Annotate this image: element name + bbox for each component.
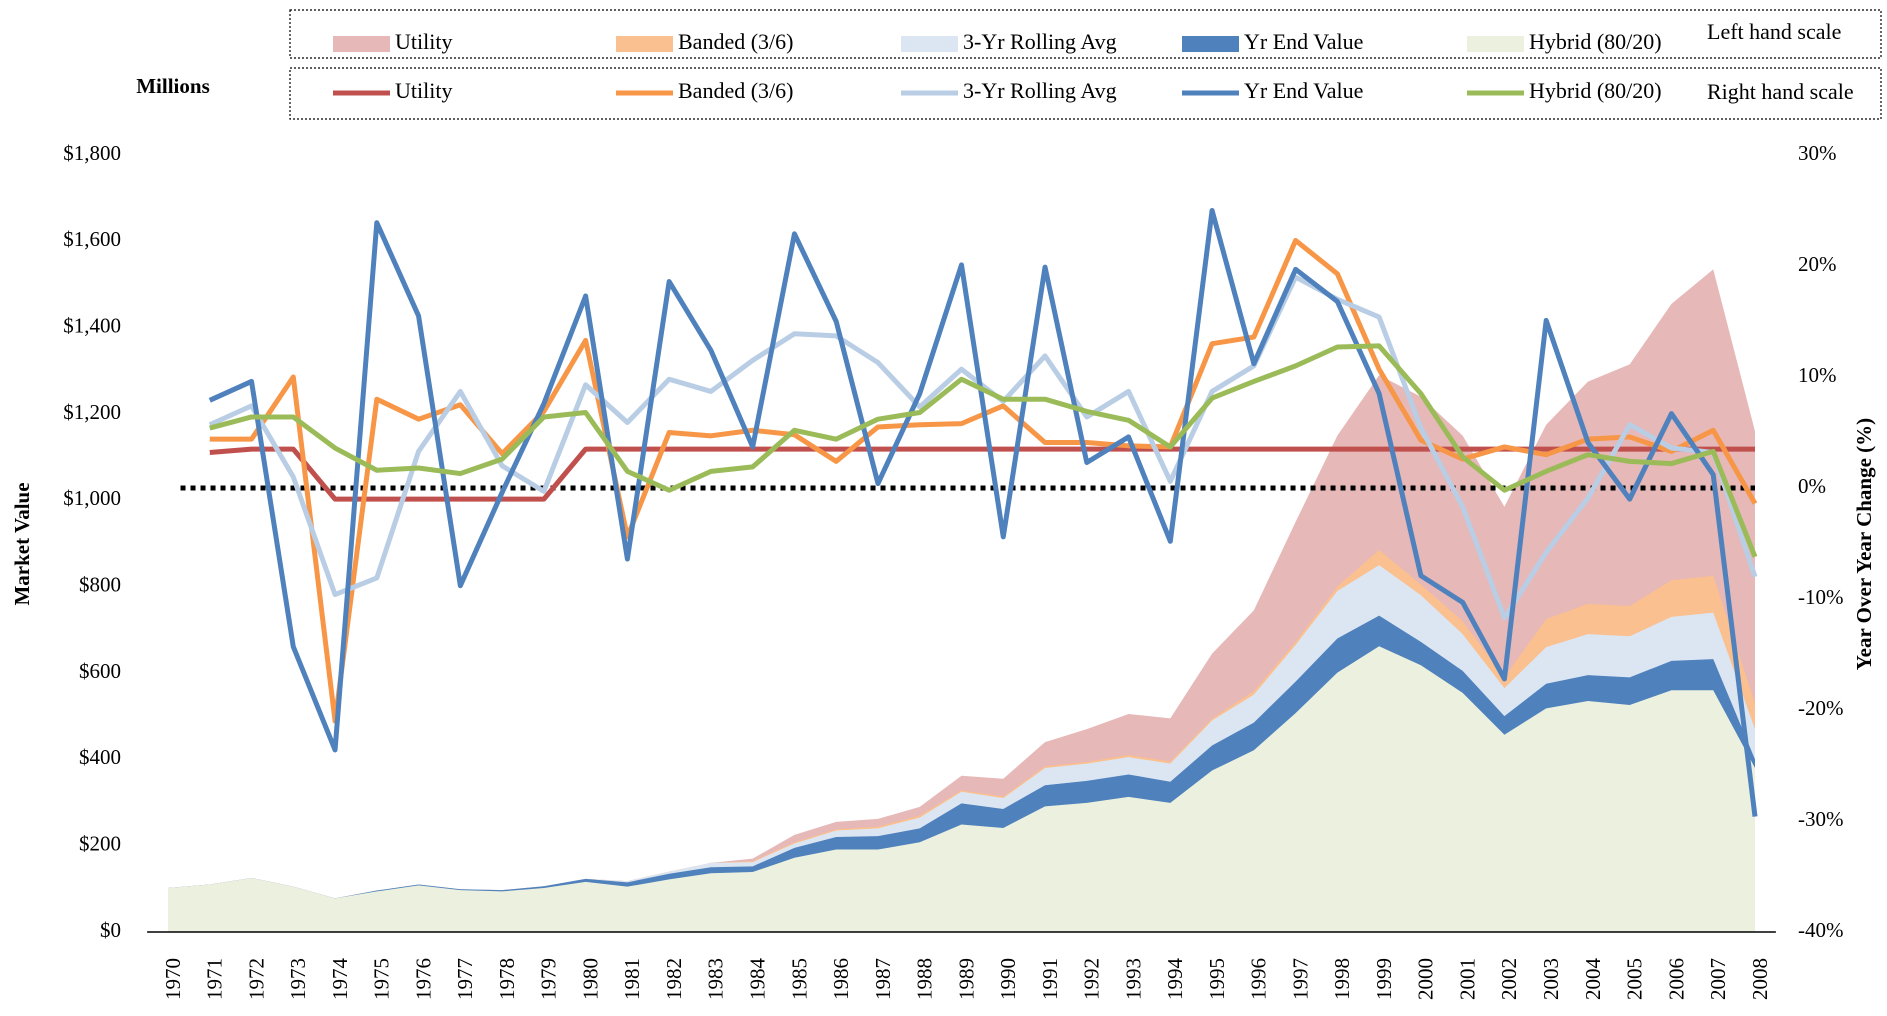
- legend-label: Yr End Value: [1244, 78, 1363, 103]
- legend-label: 3-Yr Rolling Avg: [963, 29, 1117, 54]
- line: [208, 208, 1758, 817]
- x-tick-label: 1971: [203, 958, 227, 1000]
- y2-tick-label: -30%: [1798, 807, 1844, 831]
- x-tick-label: 1973: [286, 958, 310, 1000]
- x-tick-label: 2005: [1623, 958, 1647, 1000]
- x-tick-label: 2002: [1497, 958, 1521, 1000]
- x-tick-label: 1986: [829, 958, 853, 1000]
- legend-swatch: [333, 36, 390, 52]
- legend-swatch: [616, 36, 673, 52]
- x-tick-label: 1988: [913, 958, 937, 1000]
- x-tick-label: 1982: [662, 958, 686, 1000]
- x-tick-label: 1980: [578, 958, 602, 1000]
- x-tick-label: 1990: [996, 958, 1020, 1000]
- x-tick-label: 1970: [161, 958, 185, 1000]
- y-tick-label: $1,800: [63, 141, 121, 165]
- x-tick-label: 1992: [1080, 958, 1104, 1000]
- x-tick-label: 1972: [244, 958, 268, 1000]
- x-tick-label: 1981: [620, 958, 644, 1000]
- x-tick-label: 1985: [787, 958, 811, 1000]
- legend-swatch: [901, 36, 958, 52]
- y2-tick-label: 30%: [1798, 141, 1837, 165]
- y2-tick-label: 20%: [1798, 252, 1837, 276]
- y-tick-label: $1,600: [63, 227, 121, 251]
- x-tick-label: 1989: [954, 958, 978, 1000]
- x-tick-label: 1977: [453, 958, 477, 1000]
- x-tick-label: 2007: [1706, 958, 1730, 1000]
- x-tick-label: 2001: [1455, 958, 1479, 1000]
- legend-label: 3-Yr Rolling Avg: [963, 78, 1117, 103]
- y-tick-label: $1,400: [63, 313, 121, 337]
- legend-label: Yr End Value: [1244, 29, 1363, 54]
- legend-label: Banded (3/6): [678, 78, 793, 103]
- x-tick-label: 1993: [1121, 958, 1145, 1000]
- legend-label: Banded (3/6): [678, 29, 793, 54]
- y2-tick-label: -20%: [1798, 696, 1844, 720]
- x-tick-label: 2000: [1414, 958, 1438, 1000]
- x-tick-label: 2004: [1581, 958, 1605, 1001]
- legend-label: Utility: [395, 78, 452, 103]
- x-tick-label: 1983: [704, 958, 728, 1000]
- legend-box-areas: [289, 9, 1882, 59]
- x-tick-label: 1984: [745, 958, 769, 1001]
- y2-tick-label: -10%: [1798, 585, 1844, 609]
- y-tick-label: $1,200: [63, 400, 121, 424]
- legend-note-left: Left hand scale: [1707, 19, 1841, 44]
- y-tick-label: $0: [100, 918, 121, 942]
- legend-label: Utility: [395, 29, 452, 54]
- y-tick-label: $1,000: [63, 486, 121, 510]
- legend-label: Hybrid (80/20): [1529, 78, 1662, 103]
- x-tick-label: 1991: [1038, 958, 1062, 1000]
- units-label: Millions: [136, 74, 210, 98]
- y2-tick-label: 10%: [1798, 363, 1837, 387]
- y2-tick-label: -40%: [1798, 918, 1844, 942]
- legend-swatch: [1467, 36, 1524, 52]
- x-tick-label: 1987: [871, 958, 895, 1000]
- legend-note-right: Right hand scale: [1707, 79, 1854, 104]
- x-tick-label: 1994: [1163, 958, 1187, 1001]
- x-tick-label: 1976: [411, 958, 435, 1000]
- line: [209, 343, 1758, 558]
- area: [168, 646, 1755, 932]
- x-tick-label: 2003: [1539, 958, 1563, 1000]
- x-tick-label: 1975: [370, 958, 394, 1000]
- y2-tick-label: 0%: [1798, 474, 1826, 498]
- y2-axis-title: Year Over Year Change (%): [1852, 418, 1876, 670]
- x-tick-label: 1974: [328, 958, 352, 1001]
- legend-label: Hybrid (80/20): [1529, 29, 1662, 54]
- x-tick-label: 1997: [1288, 958, 1312, 1000]
- x-tick-label: 2008: [1748, 958, 1772, 1000]
- y-axis-title: Market Value: [10, 482, 34, 605]
- x-tick-label: 1996: [1247, 958, 1271, 1000]
- y-tick-label: $200: [79, 831, 121, 855]
- y-tick-label: $600: [79, 659, 121, 683]
- x-tick-label: 1999: [1372, 958, 1396, 1000]
- x-tick-label: 1979: [537, 958, 561, 1000]
- legend-swatch: [1182, 36, 1239, 52]
- legend-box-lines: [289, 67, 1882, 120]
- y-tick-label: $400: [79, 745, 121, 769]
- y-tick-label: $800: [79, 572, 121, 596]
- x-tick-label: 2006: [1664, 958, 1688, 1000]
- x-tick-label: 1998: [1330, 958, 1354, 1000]
- x-tick-label: 1995: [1205, 958, 1229, 1000]
- x-tick-label: 1978: [495, 958, 519, 1000]
